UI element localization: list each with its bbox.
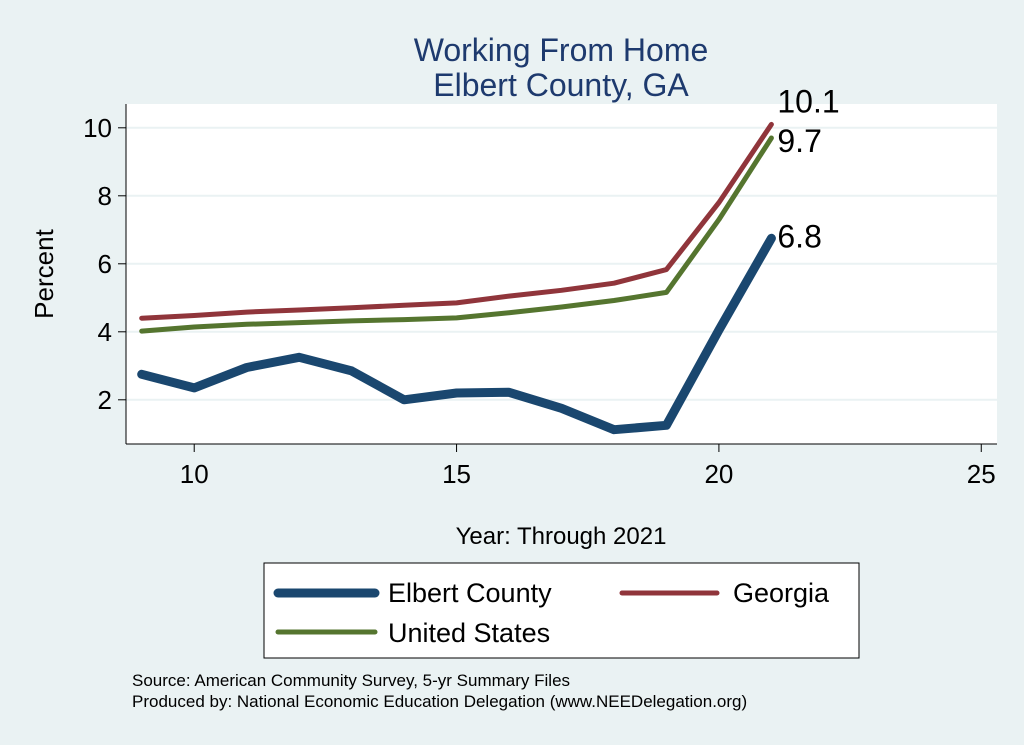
y-axis-label: Percent bbox=[29, 228, 59, 318]
chart-title: Working From Home bbox=[414, 32, 709, 68]
axis-ticks: 2 4 6 8 10 10 15 20 25 bbox=[83, 113, 996, 489]
y-tick-label: 2 bbox=[98, 385, 112, 415]
x-tick-label: 20 bbox=[704, 459, 733, 489]
y-tick-label: 8 bbox=[98, 181, 112, 211]
legend-label-georgia: Georgia bbox=[733, 578, 830, 608]
source-line: Source: American Community Survey, 5-yr … bbox=[132, 671, 571, 690]
chart-subtitle: Elbert County, GA bbox=[433, 67, 689, 103]
plot-area bbox=[126, 104, 997, 444]
series-line-elbert-county bbox=[137, 233, 776, 435]
x-tick-label: 15 bbox=[442, 459, 471, 489]
produced-by-line: Produced by: National Economic Education… bbox=[132, 692, 748, 711]
legend-label-united-states: United States bbox=[388, 618, 550, 648]
gridlines bbox=[126, 126, 997, 401]
x-tick-label: 10 bbox=[180, 459, 209, 489]
series-lines bbox=[137, 121, 776, 435]
end-label-elbert-county: 6.8 bbox=[777, 218, 821, 254]
end-label-united-states: 9.7 bbox=[777, 123, 821, 159]
x-tick-label: 25 bbox=[967, 459, 996, 489]
series-line-united-states bbox=[139, 135, 774, 334]
end-labels: 6.8 10.1 9.7 bbox=[777, 83, 839, 254]
y-tick-label: 10 bbox=[83, 113, 112, 143]
y-tick-label: 6 bbox=[98, 249, 112, 279]
end-label-georgia: 10.1 bbox=[777, 83, 839, 119]
legend-label-elbert-county: Elbert County bbox=[388, 578, 552, 608]
x-axis-label: Year: Through 2021 bbox=[456, 523, 667, 550]
y-tick-label: 4 bbox=[98, 317, 112, 347]
series-line-georgia bbox=[139, 121, 774, 321]
legend-box bbox=[263, 562, 860, 659]
